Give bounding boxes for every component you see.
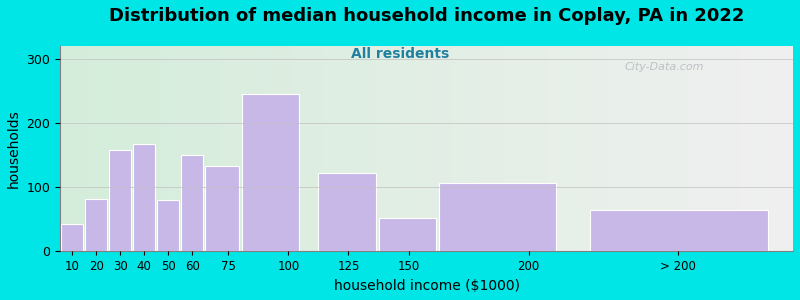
Bar [378, 218, 436, 251]
Text: City-Data.com: City-Data.com [625, 62, 704, 72]
Bar [206, 166, 239, 251]
Bar [86, 199, 107, 251]
Text: All residents: All residents [351, 46, 449, 61]
Bar [590, 210, 768, 251]
Bar [438, 183, 556, 251]
Bar [318, 173, 376, 251]
Bar [242, 94, 299, 251]
Y-axis label: households: households [7, 109, 21, 188]
Title: Distribution of median household income in Coplay, PA in 2022: Distribution of median household income … [109, 7, 744, 25]
Bar [62, 224, 83, 251]
Bar [182, 155, 203, 251]
X-axis label: household income ($1000): household income ($1000) [334, 279, 519, 293]
Bar [134, 144, 155, 251]
Bar [158, 200, 179, 251]
Bar [110, 150, 131, 251]
